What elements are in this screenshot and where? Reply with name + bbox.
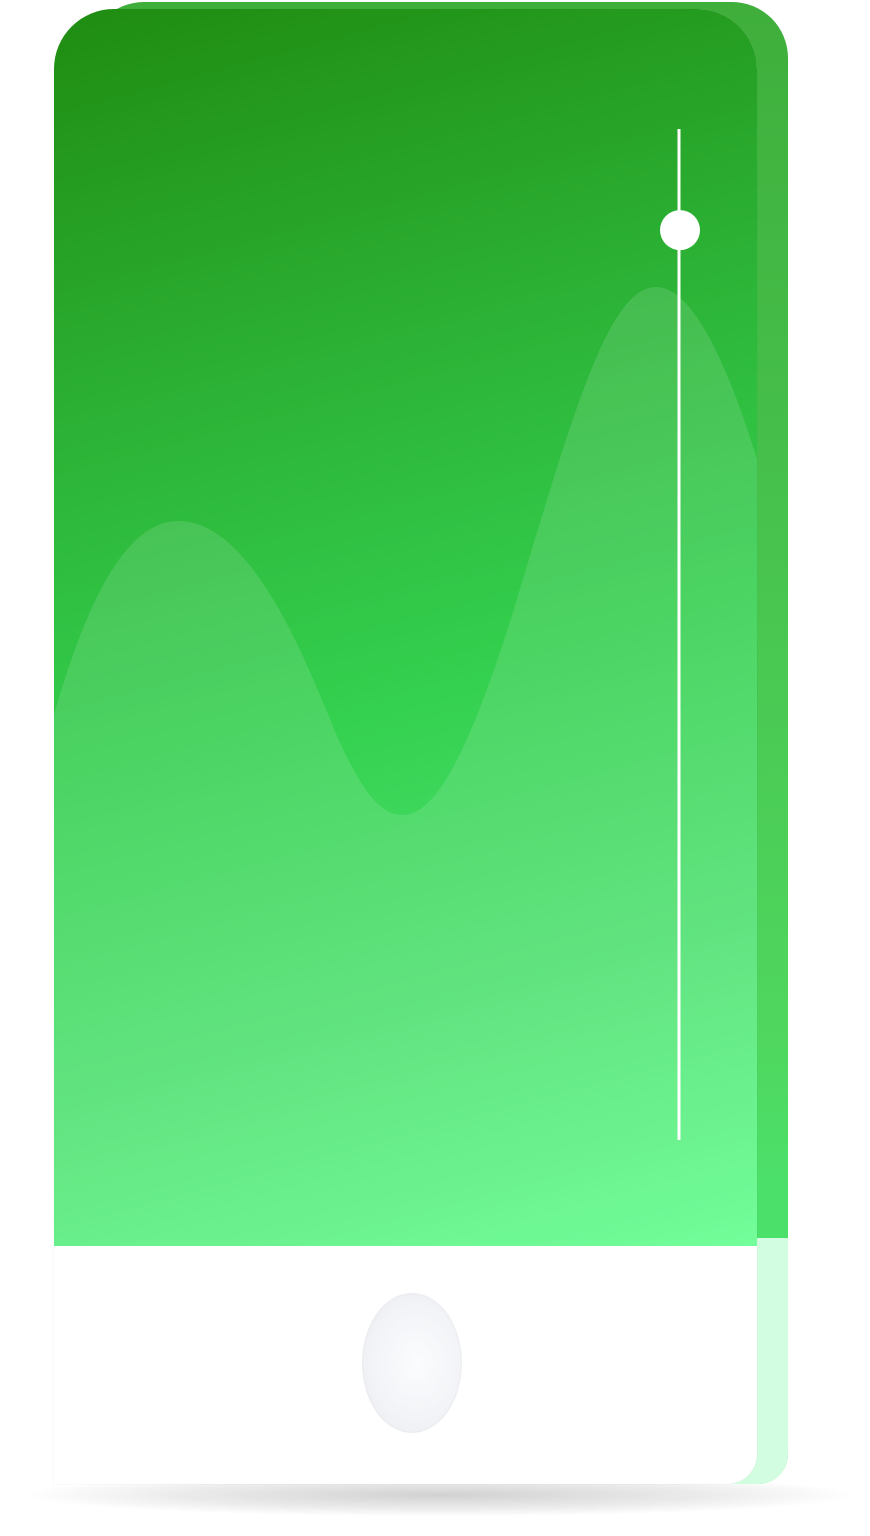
slider-handle[interactable] — [660, 210, 700, 251]
home-button-icon[interactable] — [362, 1293, 462, 1433]
phone-device — [54, 9, 757, 1484]
vertical-slider[interactable] — [660, 129, 700, 1140]
wave-area — [54, 287, 757, 1246]
screen-graphic — [54, 129, 757, 1246]
phone-screen — [54, 9, 757, 1246]
